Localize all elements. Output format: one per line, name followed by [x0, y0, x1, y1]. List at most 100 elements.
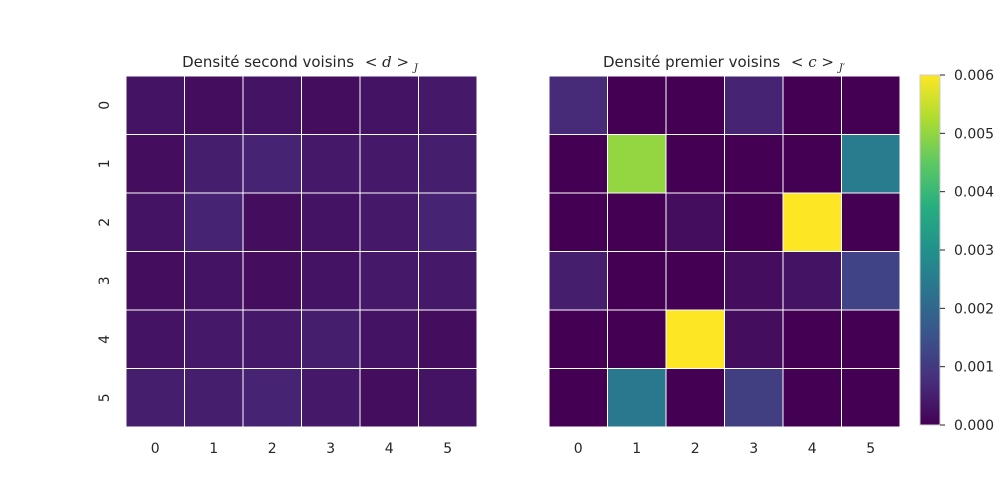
heatmap-cell	[782, 192, 842, 252]
colorbar-gradient	[919, 74, 941, 426]
x-tick-label: 3	[749, 441, 758, 457]
heatmap-cell	[301, 134, 361, 194]
heatmap-cell	[607, 192, 667, 252]
heatmap-cell	[125, 309, 185, 369]
heatmap-second-voisins: Densité second voisins < d > J 0 1 2 3 4 5 0 1…	[97, 53, 478, 457]
heatmap-cell	[242, 75, 302, 135]
colorbar-tick-label: 0.000	[954, 418, 994, 434]
heatmap-cell	[724, 309, 784, 369]
heatmap-cell	[607, 251, 667, 311]
x-tick-label: 3	[326, 441, 335, 457]
heatmap-cell	[841, 309, 901, 369]
x-tick-label: 0	[151, 441, 160, 457]
colorbar-tick-labels: 0.000 0.001 0.002 0.003 0.004 0.005 0.006	[940, 68, 994, 434]
y-tick-label: 0	[97, 101, 113, 110]
heatmap-cell	[548, 192, 608, 252]
heatmap-cell	[418, 309, 478, 369]
heatmap-cell	[841, 134, 901, 194]
heatmap-cell	[418, 368, 478, 428]
heatmap-cell	[724, 368, 784, 428]
chart-title-premier-voisins: Densité premier voisins < c > J′	[603, 53, 846, 74]
x-tick-labels-second-voisins: 0 1 2 3 4 5	[151, 441, 452, 457]
heatmap-cell	[607, 368, 667, 428]
heatmap-cell	[242, 192, 302, 252]
heatmap-cell	[418, 251, 478, 311]
y-tick-label: 1	[97, 159, 113, 168]
heatmap-cell	[301, 251, 361, 311]
heatmap-cell	[184, 309, 244, 369]
heatmap-cell	[665, 75, 725, 135]
heatmap-cell	[242, 251, 302, 311]
colorbar-tick-label: 0.003	[954, 243, 994, 259]
x-tick-label: 5	[866, 441, 875, 457]
y-tick-label: 3	[97, 276, 113, 285]
colorbar-tick-label: 0.006	[954, 68, 994, 84]
colorbar: 0.000 0.001 0.002 0.003 0.004 0.005 0.006	[919, 68, 994, 434]
heatmap-cells-premier-voisins	[548, 75, 901, 428]
heatmap-cells-second-voisins	[125, 75, 478, 428]
heatmap-cell	[359, 368, 419, 428]
heatmap-cell	[607, 75, 667, 135]
heatmap-cell	[607, 134, 667, 194]
heatmap-cell	[184, 134, 244, 194]
heatmap-cell	[418, 75, 478, 135]
heatmap-cell	[242, 368, 302, 428]
x-tick-label: 2	[268, 441, 277, 457]
heatmap-cell	[548, 368, 608, 428]
heatmap-cell	[184, 75, 244, 135]
heatmap-cell	[242, 309, 302, 369]
heatmap-cell	[359, 251, 419, 311]
heatmap-cell	[841, 75, 901, 135]
heatmap-cell	[841, 192, 901, 252]
heatmap-cell	[724, 192, 784, 252]
heatmap-cell	[724, 251, 784, 311]
heatmap-cell	[242, 134, 302, 194]
heatmap-cell	[782, 134, 842, 194]
heatmap-cell	[665, 192, 725, 252]
heatmap-cell	[184, 251, 244, 311]
heatmap-cell	[359, 309, 419, 369]
heatmap-cell	[665, 309, 725, 369]
heatmap-cell	[301, 192, 361, 252]
heatmap-cell	[548, 75, 608, 135]
heatmap-cell	[841, 251, 901, 311]
heatmap-cell	[548, 251, 608, 311]
heatmap-cell	[548, 134, 608, 194]
x-tick-label: 2	[691, 441, 700, 457]
heatmap-cell	[125, 251, 185, 311]
heatmap-cell	[841, 368, 901, 428]
heatmap-cell	[359, 75, 419, 135]
title-subscript: J	[412, 63, 419, 74]
title-math: < d >	[365, 53, 409, 71]
y-tick-labels-second-voisins: 0 1 2 3 4 5	[97, 101, 113, 402]
x-tick-label: 0	[574, 441, 583, 457]
heatmap-cell	[665, 368, 725, 428]
title-subscript: J′	[837, 63, 846, 74]
y-tick-label: 5	[97, 393, 113, 402]
heatmap-cell	[125, 134, 185, 194]
colorbar-tick-label: 0.002	[954, 301, 994, 317]
heatmap-cell	[782, 309, 842, 369]
heatmap-cell	[125, 75, 185, 135]
heatmap-cell	[418, 192, 478, 252]
heatmap-cell	[548, 309, 608, 369]
colorbar-tick-label: 0.005	[954, 126, 994, 142]
heatmap-cell	[665, 134, 725, 194]
heatmap-cell	[184, 368, 244, 428]
colorbar-tick-label: 0.001	[954, 360, 994, 376]
title-math: < c >	[791, 53, 834, 71]
heatmap-cell	[125, 368, 185, 428]
heatmap-cell	[418, 134, 478, 194]
heatmap-cell	[782, 251, 842, 311]
heatmap-cell	[301, 75, 361, 135]
title-main: Densité premier voisins	[603, 53, 780, 71]
y-tick-label: 2	[97, 218, 113, 227]
chart-title-second-voisins: Densité second voisins < d > J	[182, 53, 419, 74]
heatmap-cell	[359, 192, 419, 252]
x-tick-label: 1	[632, 441, 641, 457]
heatmap-cell	[782, 368, 842, 428]
heatmap-cell	[724, 75, 784, 135]
heatmap-premier-voisins: Densité premier voisins < c > J′ 0 1 2 3 4 5	[548, 53, 901, 457]
heatmap-cell	[125, 192, 185, 252]
